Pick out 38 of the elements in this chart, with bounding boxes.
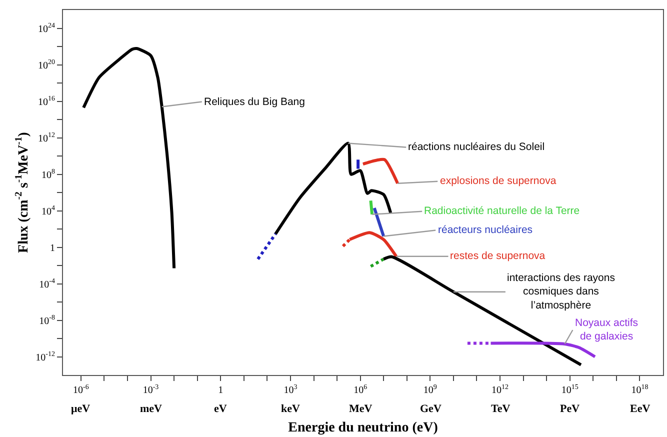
- text: réactions nucléaires du Soleil: [408, 141, 545, 153]
- y-tick-label: 10$^{-4}$: [39, 277, 56, 290]
- x-tick-label: 10$^{-3}$: [142, 382, 160, 396]
- series-label: Noyaux actifs de galaxies: [575, 317, 638, 343]
- text: MeV: [349, 403, 372, 415]
- y-tick-label: 10$^{12}$: [38, 131, 56, 144]
- text: réacteurs nucléaires: [438, 224, 533, 236]
- x-tick-label: 10$^{-6}$: [73, 382, 90, 396]
- y-tick-label: 10$^{8}$: [42, 168, 56, 181]
- text: μeV: [71, 403, 90, 415]
- y-tick-label: 1: [50, 242, 55, 254]
- y-tick-label: 10$^{4}$: [42, 204, 56, 218]
- y-tick-label: 10$^{24}$: [38, 22, 56, 35]
- text: Radioactivité naturelle de la Terre: [424, 205, 580, 217]
- series-label: interactions des rayons cosmiques dans l’atmosphère: [507, 272, 615, 312]
- x-tick-label: 10$^{9}$: [423, 382, 438, 396]
- y-tick-label: 10$^{16}$: [38, 94, 56, 108]
- y-tick-label: 10$^{-8}$: [39, 314, 56, 327]
- x-axis-title: Energie du neutrino (eV): [288, 420, 438, 436]
- y-tick-label: 10$^{-12}$: [36, 350, 56, 364]
- x-tick-label: 10$^{18}$: [631, 382, 649, 396]
- x-tick-label: 10$^{12}$: [492, 382, 510, 396]
- x-tick-label: 1: [218, 385, 224, 396]
- text: TeV: [491, 403, 510, 415]
- text: EeV: [630, 403, 650, 415]
- line-series: [361, 158, 400, 185]
- text: restes de supernova: [450, 250, 546, 262]
- text: GeV: [420, 403, 442, 415]
- x-tick-label: 10$^{15}$: [561, 382, 579, 396]
- text: keV: [281, 403, 300, 415]
- text: eV: [214, 403, 227, 415]
- y-tick-label: 10$^{20}$: [38, 58, 56, 72]
- x-tick-label: 10$^{6}$: [354, 382, 368, 396]
- text: Reliques du Big Bang: [204, 96, 306, 108]
- text: explosions de supernova: [440, 175, 556, 187]
- text: PeV: [560, 403, 580, 415]
- text: meV: [140, 403, 162, 415]
- x-tick-label: 10$^{3}$: [284, 382, 298, 396]
